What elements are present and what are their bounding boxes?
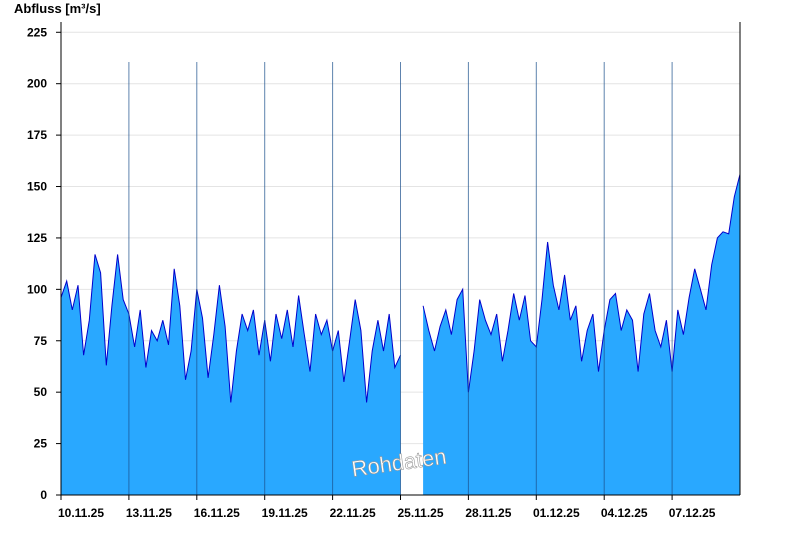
y-tick-label: 50 — [34, 385, 48, 399]
x-tick-label: 13.11.25 — [126, 506, 172, 520]
day-separators — [60, 62, 673, 500]
y-tick-label: 0 — [40, 488, 47, 502]
series-line — [422, 174, 741, 393]
x-tick-label: 25.11.25 — [397, 506, 443, 520]
y-tick-label: 75 — [34, 334, 48, 348]
y-tick-labels: 0 25 50 75 100 125 150 175 200 225 — [27, 25, 47, 502]
y-tick-label: 25 — [34, 437, 48, 451]
x-tick-label: 28.11.25 — [465, 506, 511, 520]
x-tick-label: 16.11.25 — [194, 506, 240, 520]
y-tick-label: 125 — [27, 231, 47, 245]
x-tick-label: 01.12.25 — [533, 506, 580, 520]
y-tick-label: 100 — [27, 282, 47, 296]
x-tick-label: 04.12.25 — [601, 506, 648, 520]
series-discharge — [60, 174, 741, 495]
x-tick-label: 10.11.25 — [58, 506, 104, 520]
area-fill — [423, 174, 740, 495]
axes — [60, 22, 741, 496]
x-tick-label: 07.12.25 — [669, 506, 716, 520]
y-tick-label: 150 — [27, 180, 47, 194]
x-tick-label: 22.11.25 — [330, 506, 376, 520]
x-tick-labels: 10.11.25 13.11.25 16.11.25 19.11.25 22.11.25… — [58, 506, 716, 520]
y-axis-label: Abfluss [m³/s] — [14, 1, 101, 16]
y-tick-label: 225 — [27, 25, 47, 39]
series-line — [60, 254, 401, 403]
y-tick-label: 200 — [27, 77, 47, 91]
y-tick-label: 175 — [27, 128, 47, 142]
x-tick-label: 19.11.25 — [262, 506, 308, 520]
